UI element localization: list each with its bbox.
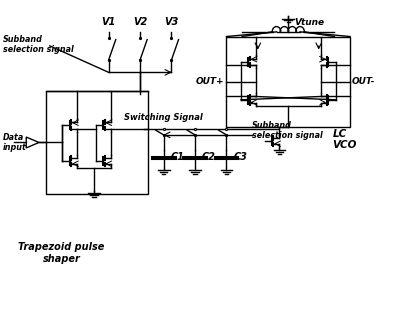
Text: Switching Signal: Switching Signal xyxy=(124,113,203,122)
Text: Data
input: Data input xyxy=(3,133,26,152)
Text: C2: C2 xyxy=(202,152,216,162)
Text: OUT-: OUT- xyxy=(352,77,375,86)
Text: OUT+: OUT+ xyxy=(196,77,225,86)
Bar xyxy=(227,37,350,127)
Text: LC
VCO: LC VCO xyxy=(333,129,357,150)
Text: C3: C3 xyxy=(234,152,247,162)
Text: Subband
selection signal: Subband selection signal xyxy=(252,121,323,140)
Text: V3: V3 xyxy=(164,17,178,27)
Bar xyxy=(46,91,148,194)
Text: Vtune: Vtune xyxy=(294,18,324,27)
Text: Trapezoid pulse
shaper: Trapezoid pulse shaper xyxy=(19,242,105,264)
Text: C1: C1 xyxy=(171,152,184,162)
Text: V1: V1 xyxy=(102,17,116,27)
Text: V2: V2 xyxy=(133,17,147,27)
Text: Subband
selection signal: Subband selection signal xyxy=(3,35,73,54)
